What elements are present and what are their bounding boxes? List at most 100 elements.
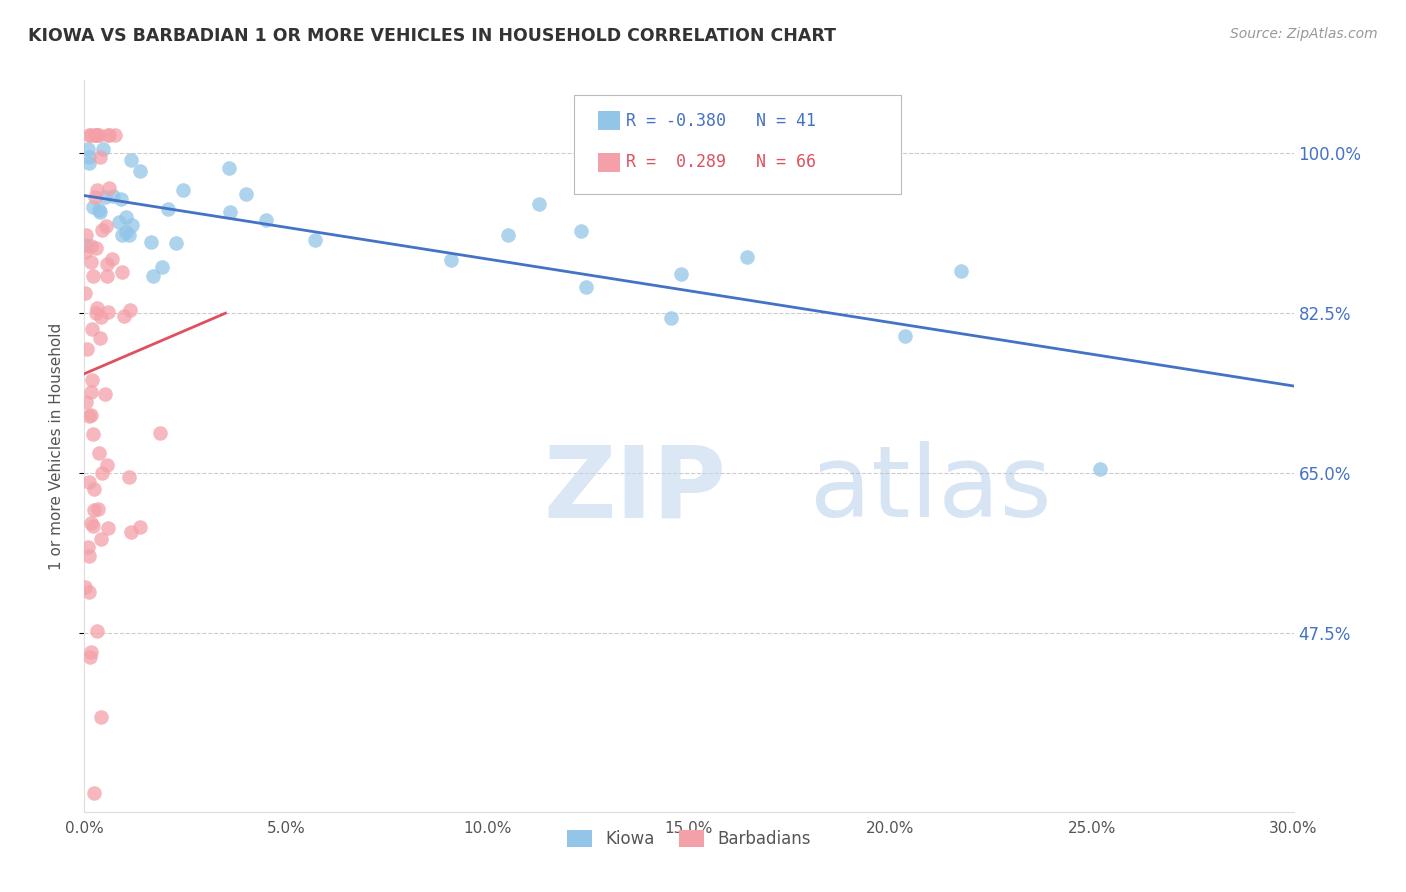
Point <box>77 156 100 170</box>
Point <box>77 475 100 489</box>
Point <box>118 227 141 242</box>
Point <box>77 584 100 599</box>
Point <box>90 532 112 546</box>
Point <box>83 189 105 203</box>
Point <box>75 285 97 300</box>
Point <box>84 306 107 320</box>
Point <box>498 228 520 243</box>
Point <box>148 425 170 440</box>
Point <box>79 549 101 563</box>
Point <box>87 203 110 218</box>
Point <box>86 301 108 315</box>
Point <box>83 482 105 496</box>
Point <box>304 233 326 247</box>
Point <box>737 250 759 264</box>
Point <box>82 268 104 283</box>
Point <box>90 310 112 324</box>
Point <box>89 204 111 219</box>
Point <box>83 787 105 801</box>
Point <box>75 395 97 409</box>
Point <box>91 466 114 480</box>
Point <box>120 153 142 167</box>
Point <box>115 211 138 225</box>
Point <box>104 128 127 143</box>
Point <box>79 385 101 400</box>
Point <box>218 205 240 219</box>
Point <box>120 525 142 540</box>
Point <box>75 244 97 259</box>
Point <box>98 181 121 195</box>
Point <box>76 541 98 555</box>
Point <box>86 183 108 197</box>
Point <box>950 264 973 278</box>
Point <box>87 128 110 143</box>
Point <box>79 650 101 665</box>
Point <box>77 409 100 423</box>
Point <box>80 255 103 269</box>
Bar <box>599 153 620 171</box>
Point <box>96 257 118 271</box>
Point <box>894 329 917 343</box>
Text: R = -0.380   N = 41: R = -0.380 N = 41 <box>626 112 815 129</box>
Point <box>97 305 120 319</box>
Text: Source: ZipAtlas.com: Source: ZipAtlas.com <box>1230 27 1378 41</box>
Point <box>80 409 103 423</box>
Point <box>218 161 240 175</box>
Point <box>101 252 124 266</box>
Point <box>82 322 104 336</box>
Point <box>76 342 98 356</box>
Point <box>118 470 141 484</box>
Point <box>128 520 150 534</box>
Point <box>108 214 131 228</box>
Point <box>103 189 125 203</box>
Point <box>79 128 101 143</box>
Point <box>80 516 103 530</box>
Point <box>86 624 108 638</box>
Point <box>235 186 257 201</box>
Point <box>84 241 107 255</box>
Point <box>115 225 138 239</box>
Point <box>80 128 103 143</box>
Point <box>87 445 110 459</box>
Point <box>111 265 134 279</box>
Text: atlas: atlas <box>810 442 1052 539</box>
Point <box>80 239 103 253</box>
Point <box>141 235 163 249</box>
Text: R =  0.289   N = 66: R = 0.289 N = 66 <box>626 153 815 171</box>
Point <box>97 521 120 535</box>
Point <box>98 128 121 143</box>
Point <box>671 267 693 281</box>
FancyBboxPatch shape <box>574 95 901 194</box>
Point <box>86 501 108 516</box>
Text: ZIP: ZIP <box>544 442 727 539</box>
Point <box>90 710 112 724</box>
Point <box>82 427 104 442</box>
Point <box>82 200 104 214</box>
Point <box>80 645 103 659</box>
Point <box>77 149 100 163</box>
Point <box>165 235 187 250</box>
Point <box>89 331 111 345</box>
Point <box>659 311 682 326</box>
Point <box>157 202 180 216</box>
Text: KIOWA VS BARBADIAN 1 OR MORE VEHICLES IN HOUSEHOLD CORRELATION CHART: KIOWA VS BARBADIAN 1 OR MORE VEHICLES IN… <box>28 27 837 45</box>
Y-axis label: 1 or more Vehicles in Household: 1 or more Vehicles in Household <box>49 322 63 570</box>
Point <box>254 213 277 227</box>
Point <box>83 503 105 517</box>
Point <box>89 149 111 163</box>
Point <box>150 260 173 274</box>
Point <box>527 196 550 211</box>
Point <box>84 128 107 143</box>
Point <box>110 192 132 206</box>
Legend: Kiowa, Barbadians: Kiowa, Barbadians <box>560 823 818 855</box>
Point <box>96 458 118 473</box>
Point <box>94 189 117 203</box>
Point <box>97 128 120 143</box>
Point <box>91 222 114 236</box>
Point <box>91 142 114 156</box>
Point <box>75 581 97 595</box>
Point <box>128 164 150 178</box>
Point <box>94 219 117 233</box>
Point <box>82 519 104 533</box>
Point <box>569 224 592 238</box>
